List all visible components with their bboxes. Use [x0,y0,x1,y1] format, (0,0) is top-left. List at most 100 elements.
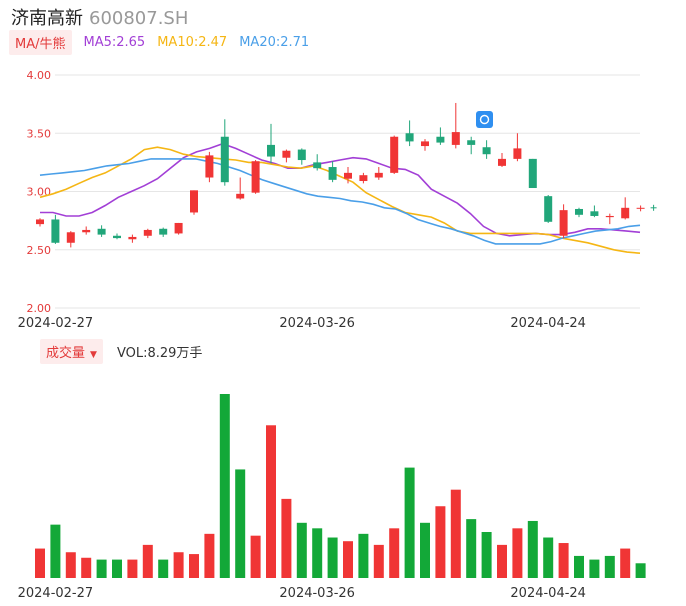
candle-body [297,149,306,161]
x-tick-label: 2024-02-27 [18,586,94,601]
candle-body [51,219,60,243]
candle-body [482,147,491,155]
candle-body [236,193,245,199]
volume-bar [173,552,184,578]
x-tick-label: 2024-04-24 [510,586,586,601]
candle-body [282,150,291,158]
volume-bar [574,555,584,578]
volume-bar [558,543,569,578]
target-icon-ring [479,114,490,125]
volume-bar [435,506,446,578]
candle-body [498,158,506,166]
candle-body [405,133,414,142]
candle-body [113,235,121,239]
ma-selector-button[interactable]: MA/牛熊 [9,29,72,55]
volume-bar [450,489,461,578]
volume-bar [219,394,230,578]
candle-body [344,172,352,179]
candle-body [590,211,599,216]
ma20-label: MA20:2.71 [239,34,310,50]
stock-name: 济南高新 [11,8,83,29]
volume-bar [50,524,61,578]
candle-body [436,136,445,143]
volume-bar [404,467,415,578]
ma5-label: MA5:2.65 [83,34,146,50]
candle-body [605,215,614,218]
ma5-line [40,142,641,237]
candle-body [82,229,91,233]
candle-body [621,207,630,219]
volume-bar [281,498,292,578]
y-tick-label: 2.50 [27,244,52,257]
volume-selector-label: 成交量 [46,345,86,361]
candle-body [467,140,476,145]
volume-bar [343,541,353,578]
candle-body [220,136,229,183]
candle-body [513,148,522,159]
ma10-line [39,146,641,254]
candle-body [528,158,537,189]
candle-body [36,219,44,225]
x-tick-label: 2024-03-26 [279,586,355,601]
volume-bar [481,532,492,578]
volume-bar [604,555,615,578]
ma10-label: MA10:2.47 [157,34,228,50]
candle-body [359,175,368,182]
candle-body [313,162,322,169]
candle-body [451,132,460,145]
volume-bar [266,425,276,578]
ma-legend: MA/牛熊 MA5:2.65 MA10:2.47 MA20:2.71 [9,29,310,55]
x-tick-label: 2024-02-27 [18,316,94,331]
candle-body [421,141,429,147]
candle-body [205,155,214,178]
candle-body [190,190,198,213]
candle-body [267,144,275,157]
volume-bar [466,519,477,578]
candle-body [390,136,399,173]
volume-bar [543,537,554,578]
stock-title: 济南高新 600807.SH [11,4,188,30]
candle-body [128,236,137,240]
volume-bar [420,522,430,578]
volume-selector-button[interactable]: 成交量 ▼ [40,338,103,364]
volume-value: VOL:8.29万手 [116,345,203,361]
volume-bar [142,544,153,578]
candle-body [174,222,183,234]
y-tick-label: 3.00 [27,186,52,199]
volume-bar [158,559,169,578]
volume-bar [389,528,400,578]
volume-legend: 成交量 ▼ VOL:8.29万手 [40,338,203,364]
volume-bar [589,559,600,578]
volume-bar [235,469,246,578]
volume-bar [635,563,646,578]
y-tick-label: 4.00 [27,69,52,82]
candle-body [374,172,383,178]
y-tick-label: 3.50 [27,127,52,140]
volume-bar [296,522,307,578]
candle-body [66,232,75,243]
volume-bar [497,544,507,578]
volume-bar [250,535,261,578]
target-icon [476,111,493,128]
candle-body [544,196,553,222]
caret-down-icon: ▼ [90,349,97,360]
x-tick-label: 2024-03-26 [279,316,355,331]
candle-body [159,228,168,235]
ma20-line [39,158,641,245]
volume-bar [112,559,122,578]
candle-body [575,208,583,215]
candle-body [97,228,106,235]
candle-body [251,161,260,193]
volume-bar [373,544,384,578]
volume-bar [527,520,538,578]
volume-bar [327,537,338,578]
candle-body [328,167,337,180]
candle-body [559,210,568,236]
volume-bar [312,528,323,578]
candle-body [143,229,152,236]
x-tick-label: 2024-04-24 [510,316,586,331]
volume-bar [358,533,369,578]
candle-body [636,207,645,209]
volume-bar [512,528,523,578]
